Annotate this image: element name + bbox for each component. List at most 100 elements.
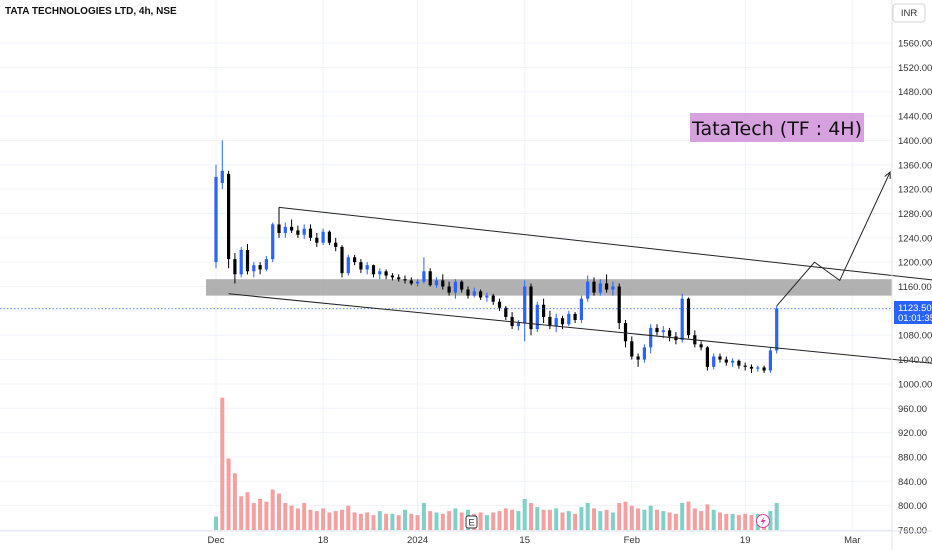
y-tick-label: 1360.00 xyxy=(898,160,932,171)
y-tick-label: 800.00 xyxy=(898,501,927,512)
candle-body xyxy=(472,291,476,296)
y-tick-label: 1160.00 xyxy=(898,282,932,293)
volume-bar xyxy=(547,509,552,530)
candle-body xyxy=(271,224,275,260)
volume-bar xyxy=(598,511,603,530)
volume-bars xyxy=(214,397,779,530)
volume-bar xyxy=(636,508,641,530)
candle-body xyxy=(630,341,634,357)
candle-body xyxy=(277,224,281,233)
candle-body xyxy=(334,242,338,247)
volume-bar xyxy=(447,511,452,530)
candle-body xyxy=(649,327,653,348)
y-tick-label: 960.00 xyxy=(898,404,927,415)
volume-bar xyxy=(365,512,370,530)
candle-body xyxy=(403,279,407,281)
candle-body xyxy=(428,271,432,286)
volume-bar xyxy=(459,512,464,530)
volume-bar xyxy=(592,508,596,530)
candle-body xyxy=(315,237,319,243)
candle-body xyxy=(756,367,760,369)
candlesticks xyxy=(214,140,779,373)
candle-body xyxy=(598,283,602,293)
y-tick-label: 920.00 xyxy=(898,428,927,439)
lightning-icon[interactable] xyxy=(756,514,770,528)
candle-body xyxy=(605,283,609,290)
volume-bar xyxy=(220,397,225,530)
y-tick-label: 1520.00 xyxy=(898,63,932,74)
candle-body xyxy=(340,246,344,274)
x-tick-label: 15 xyxy=(519,535,530,546)
volume-bar xyxy=(270,489,275,530)
candle-body xyxy=(642,347,646,360)
volume-bar xyxy=(333,511,338,530)
candle-body xyxy=(623,323,628,342)
candle-body xyxy=(371,265,376,275)
volume-bar xyxy=(667,512,672,530)
candle-body xyxy=(479,291,483,298)
x-tick-label: Mar xyxy=(844,535,860,546)
volume-bar xyxy=(428,511,433,530)
support-zone-layer xyxy=(206,279,892,296)
candle-body xyxy=(768,350,772,371)
candle-body xyxy=(365,265,369,270)
volume-bar xyxy=(421,503,426,530)
y-tick-label: 1320.00 xyxy=(898,185,932,196)
volume-bar xyxy=(642,509,647,530)
channel-upper-line[interactable] xyxy=(278,206,932,329)
volume-bar xyxy=(560,512,565,530)
candle-body xyxy=(516,323,520,327)
volume-bar xyxy=(358,513,363,530)
candle-body xyxy=(308,228,313,238)
projection-path[interactable] xyxy=(776,171,891,307)
candle-body xyxy=(416,281,420,284)
volume-bar xyxy=(289,505,294,530)
volume-bar xyxy=(566,511,571,530)
volume-bar xyxy=(440,513,445,530)
candle-body xyxy=(453,281,457,293)
candle-body xyxy=(749,366,754,369)
volume-bar xyxy=(371,515,376,530)
candle-body xyxy=(775,308,779,351)
volume-bar xyxy=(730,513,735,530)
volume-bar xyxy=(604,509,609,530)
candle-body xyxy=(409,280,413,284)
candle-body xyxy=(542,304,546,317)
y-tick-label: 840.00 xyxy=(898,477,927,488)
candle-body xyxy=(668,330,672,337)
volume-bar xyxy=(699,511,704,530)
x-tick-label: Feb xyxy=(624,535,640,546)
support-zone[interactable] xyxy=(206,279,892,296)
grid-lines xyxy=(0,0,892,531)
earnings-marker[interactable]: E xyxy=(465,515,478,529)
volume-bar xyxy=(503,508,508,530)
volume-bar xyxy=(623,501,628,530)
candle-body xyxy=(220,170,224,184)
volume-bar xyxy=(655,509,659,530)
volume-bar xyxy=(705,504,710,530)
y-tick-label: 1200.00 xyxy=(898,258,932,269)
candle-body xyxy=(245,249,250,272)
candle-body xyxy=(346,257,350,274)
candle-body xyxy=(485,295,489,298)
candle-body xyxy=(359,262,363,270)
candle-body xyxy=(579,298,583,320)
candle-body xyxy=(239,249,243,275)
candle-body xyxy=(296,230,300,235)
volume-bar xyxy=(264,501,269,530)
volume-bar xyxy=(390,513,395,530)
trend-drawings[interactable] xyxy=(0,171,932,407)
volume-bar xyxy=(453,508,458,530)
volume-bar xyxy=(283,503,288,530)
candle-body xyxy=(447,286,451,293)
candle-body xyxy=(718,356,722,360)
annotation-label[interactable]: TataTech (TF : 4H) xyxy=(690,113,864,142)
currency-button[interactable]: INR xyxy=(892,3,926,23)
volume-bar xyxy=(579,507,584,530)
candle-body xyxy=(592,281,596,293)
channel-lower-line[interactable] xyxy=(228,293,932,407)
candle-body xyxy=(214,176,218,263)
volume-bar xyxy=(232,473,237,530)
